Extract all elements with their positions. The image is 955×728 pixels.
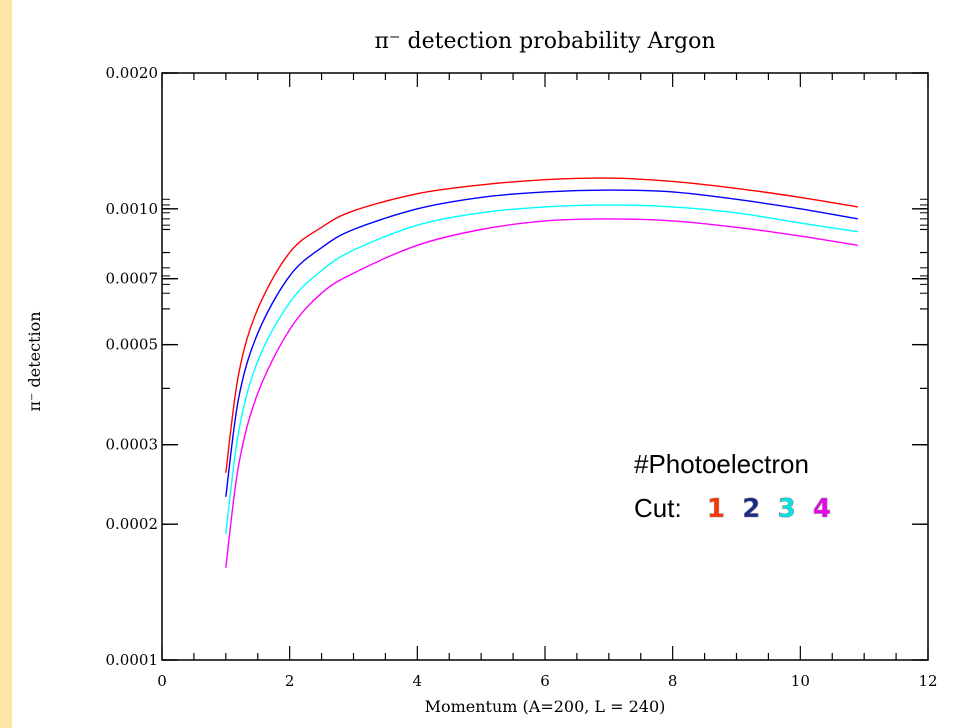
cut-label-4: 4: [813, 494, 831, 524]
series-line-1: [225, 177, 858, 473]
y-tick-label: 0.0005: [106, 336, 159, 354]
series-line-4: [225, 218, 858, 568]
y-tick-label: 0.0007: [106, 270, 159, 288]
x-tick-label: 0: [157, 672, 167, 690]
x-tick-label: 8: [668, 672, 678, 690]
cut-label-3: 3: [778, 494, 796, 524]
x-tick-label: 2: [285, 672, 295, 690]
x-tick-label: 12: [918, 672, 937, 690]
x-tick-label: 6: [540, 672, 550, 690]
x-tick-label: 4: [413, 672, 423, 690]
y-tick-label: 0.0002: [106, 515, 159, 533]
x-axis-label: Momentum (A=200, L = 240): [425, 697, 666, 716]
x-tick-label: 10: [791, 672, 810, 690]
axis-ticks: [161, 72, 929, 661]
series-line-2: [225, 189, 858, 497]
chart-title: π⁻ detection probability Argon: [374, 29, 715, 54]
cut-label-1: 1: [707, 494, 725, 524]
y-tick-label: 0.0020: [106, 64, 159, 82]
cut-label-2: 2: [742, 494, 760, 524]
annotation-cut-prefix: Cut:: [634, 493, 682, 523]
series-line-3: [225, 204, 858, 535]
y-tick-label: 0.0001: [106, 651, 159, 669]
y-tick-label: 0.0010: [106, 200, 159, 218]
tick-labels: 0 2 4 6 8 10 120.00010.00020.00030.00050.00070…: [106, 64, 938, 690]
y-axis-label: π⁻ detection: [25, 311, 44, 411]
chart-canvas: π⁻ detection probability Argon 0 2 4 6 8 10 12…: [12, 0, 955, 728]
y-tick-label: 0.0003: [106, 436, 159, 454]
plot-frame: [161, 72, 929, 661]
series-lines: [225, 177, 858, 568]
chart-svg: π⁻ detection probability Argon 0 2 4 6 8 10 12…: [25, 29, 938, 716]
annotation-photoelectron: #Photoelectron: [634, 449, 809, 479]
annotation-cut: Cut: 1 2 3 4: [634, 493, 831, 524]
